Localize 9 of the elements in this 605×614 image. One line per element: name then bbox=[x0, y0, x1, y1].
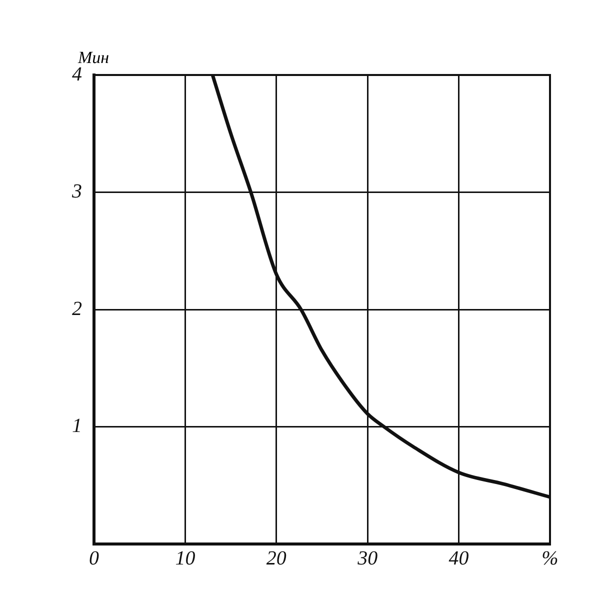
x-tick-label: 10 bbox=[175, 547, 196, 570]
y-tick-label: 3 bbox=[71, 180, 82, 202]
x-tick-label: 0 bbox=[89, 547, 99, 570]
x-tick-label: 20 bbox=[266, 547, 286, 570]
x-tick-label: 30 bbox=[356, 547, 378, 570]
x-tick-label: 40 bbox=[448, 547, 469, 570]
x-tick-label: % bbox=[542, 547, 558, 570]
y-tick-label: 1 bbox=[72, 415, 82, 437]
y-tick-label: 2 bbox=[72, 298, 82, 320]
